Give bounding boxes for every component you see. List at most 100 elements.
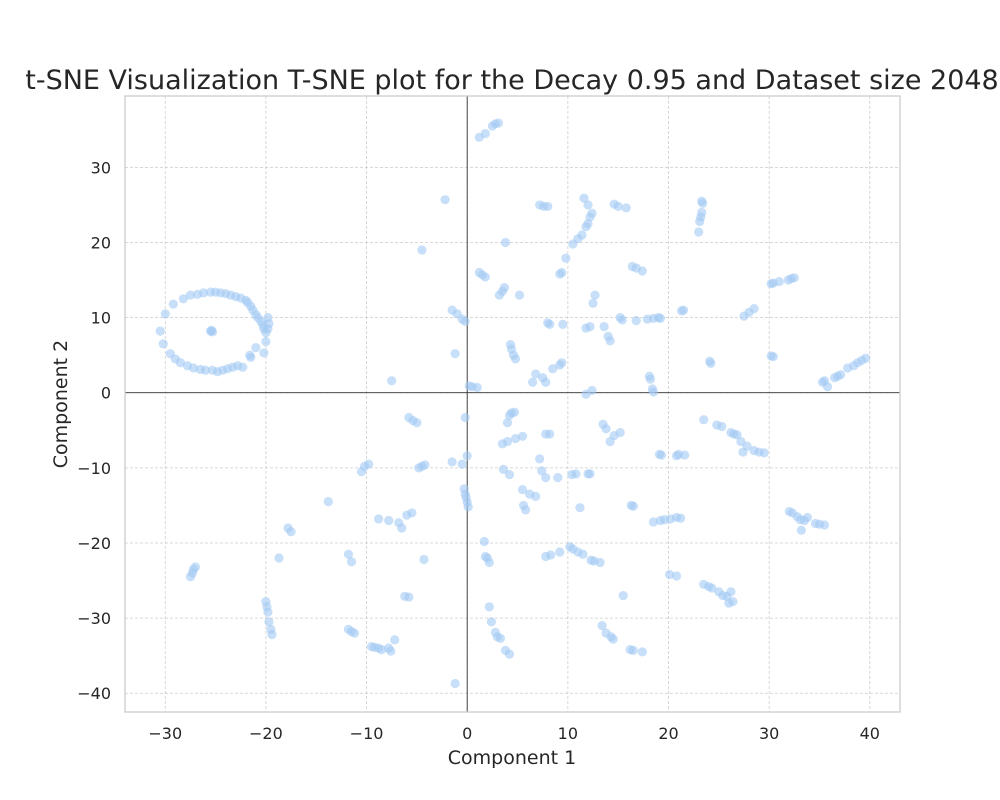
scatter-point [473, 383, 482, 392]
scatter-point [585, 322, 594, 331]
y-tick-label: 10 [91, 309, 111, 328]
scatter-point [364, 459, 373, 468]
scatter-point [618, 315, 627, 324]
scatter-point [496, 634, 505, 643]
scatter-point [518, 432, 527, 441]
scatter-point [760, 448, 769, 457]
scatter-point [451, 679, 460, 688]
scatter-point [619, 591, 628, 600]
scatter-point [463, 451, 472, 460]
x-tick-label: 40 [860, 724, 880, 743]
scatter-point [622, 203, 631, 212]
scatter-point [697, 208, 706, 217]
scatter-point [461, 317, 470, 326]
scatter-point [557, 358, 566, 367]
scatter-point [458, 459, 467, 468]
scatter-point [461, 413, 470, 422]
scatter-point [585, 469, 594, 478]
scatter-point [480, 537, 489, 546]
y-axis-title: Component 2 [50, 340, 72, 468]
scatter-point [485, 558, 494, 567]
x-tick-label: 0 [462, 724, 472, 743]
scatter-point [775, 277, 784, 286]
scatter-point [571, 469, 580, 478]
scatter-point [588, 299, 597, 308]
scatter-point [374, 514, 383, 523]
scatter-point [577, 230, 586, 239]
scatter-point [587, 209, 596, 218]
scatter-point [481, 129, 490, 138]
scatter-point [505, 650, 514, 659]
x-tick-label: −20 [249, 724, 283, 743]
y-tick-label: −40 [77, 684, 111, 703]
scatter-point [251, 343, 260, 352]
scatter-point [159, 339, 168, 348]
scatter-point [587, 386, 596, 395]
scatter-point [440, 195, 449, 204]
scatter-point [823, 382, 832, 391]
scatter-point [749, 304, 758, 313]
scatter-point [390, 635, 399, 644]
scatter-point [448, 457, 457, 466]
scatter-point [261, 337, 270, 346]
scatter-point [698, 199, 707, 208]
scatter-point [649, 387, 658, 396]
scatter-point [404, 592, 413, 601]
scatter-point [606, 336, 615, 345]
scatter-point [386, 647, 395, 656]
scatter-point [503, 437, 512, 446]
scatter-point [694, 227, 703, 236]
scatter-point [417, 245, 426, 254]
scatter-point [528, 378, 537, 387]
x-axis-title: Component 1 [448, 747, 576, 769]
chart-title: t-SNE Visualization T-SNE plot for the D… [25, 65, 999, 96]
x-tick-label: 30 [759, 724, 779, 743]
scatter-point [609, 635, 618, 644]
scatter-point [629, 502, 638, 511]
scatter-point [324, 497, 333, 506]
scatter-point [208, 327, 217, 336]
scatter-point [646, 375, 655, 384]
scatter-point [451, 349, 460, 358]
scatter-point [245, 351, 254, 360]
scatter-point [274, 553, 283, 562]
scatter-point [407, 508, 416, 517]
scatter-point [545, 320, 554, 329]
scatter-point [599, 322, 608, 331]
scatter-point [420, 460, 429, 469]
scatter-point [259, 348, 268, 357]
scatter-point [638, 266, 647, 275]
x-tick-label: 20 [658, 724, 678, 743]
y-tick-label: 30 [91, 158, 111, 177]
scatter-point [790, 273, 799, 282]
scatter-point [521, 505, 530, 514]
scatter-point [263, 313, 272, 322]
scatter-point [384, 516, 393, 525]
scatter-point [419, 555, 428, 564]
scatter-point [657, 450, 666, 459]
scatter-point [535, 454, 544, 463]
scatter-point [629, 646, 638, 655]
scatter-point [501, 238, 510, 247]
x-tick-label: −10 [350, 724, 384, 743]
scatter-point [481, 272, 490, 281]
scatter-point [638, 647, 647, 656]
scatter-point [191, 562, 200, 571]
scatter-point [583, 200, 592, 209]
scatter-point [387, 376, 396, 385]
y-tick-label: −30 [77, 609, 111, 628]
scatter-point [836, 370, 845, 379]
scatter-point [677, 306, 686, 315]
scatter-point [397, 523, 406, 532]
scatter-point [553, 473, 562, 482]
scatter-point [515, 290, 524, 299]
scatter-point [561, 254, 570, 263]
scatter-point [797, 526, 806, 535]
scatter-point [632, 316, 641, 325]
scatter-point [861, 354, 870, 363]
scatter-point [169, 299, 178, 308]
scatter-point [602, 424, 611, 433]
scatter-point [699, 415, 708, 424]
scatter-point [728, 597, 737, 606]
